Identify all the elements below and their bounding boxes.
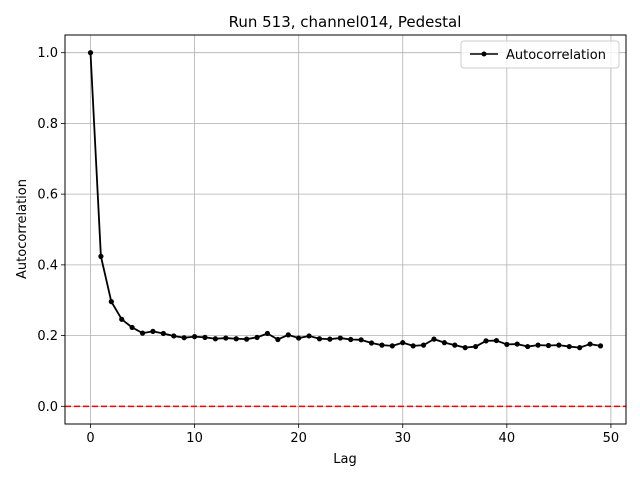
- data-point: [535, 342, 541, 348]
- data-point: [545, 342, 552, 349]
- data-point: [358, 337, 364, 343]
- legend-label: Autocorrelation: [506, 48, 606, 63]
- x-tick-label: 20: [290, 431, 307, 446]
- data-point: [150, 328, 156, 334]
- x-tick-label: 0: [86, 431, 94, 446]
- data-point: [316, 336, 323, 342]
- data-point: [493, 337, 500, 344]
- data-point: [108, 299, 114, 305]
- data-point: [264, 330, 271, 337]
- legend-box: [460, 40, 620, 69]
- data-point: [160, 330, 166, 337]
- data-point: [410, 343, 416, 349]
- data-point: [452, 342, 458, 348]
- data-point: [504, 341, 510, 348]
- y-tick-label: 0.0: [37, 400, 58, 415]
- chart-title: Run 513, channel014, Pedestal: [229, 13, 462, 31]
- data-point: [87, 50, 94, 56]
- y-tick-label: 0.8: [37, 117, 58, 132]
- data-point: [285, 332, 291, 338]
- data-point: [275, 336, 281, 343]
- data-point: [597, 343, 604, 349]
- data-point: [129, 324, 135, 331]
- legend: Autocorrelation: [460, 40, 620, 69]
- x-tick-label: 30: [394, 431, 411, 446]
- data-point: [202, 334, 208, 340]
- data-point: [525, 343, 531, 350]
- series-layer: [87, 50, 604, 351]
- data-point: [587, 341, 593, 347]
- data-point: [191, 334, 198, 340]
- data-point: [400, 340, 406, 346]
- data-point: [577, 345, 583, 351]
- data-point: [306, 333, 312, 339]
- data-point: [431, 336, 437, 342]
- legend-marker-icon: [481, 51, 487, 57]
- data-point: [244, 336, 250, 342]
- data-point: [181, 335, 187, 341]
- x-tick-label: 10: [186, 431, 203, 446]
- y-tick-label: 0.2: [37, 329, 58, 344]
- y-tick-label: 0.6: [37, 188, 58, 203]
- data-point: [556, 342, 562, 348]
- data-point: [171, 333, 177, 339]
- data-point: [379, 342, 385, 348]
- axis-ticks: 0 10 20 30 40 50 0.0 0.2 0.4 0.6 0.8 1.0: [37, 46, 619, 446]
- data-point: [368, 340, 375, 346]
- y-axis-label: Autocorrelation: [15, 179, 30, 279]
- data-point: [420, 342, 427, 348]
- x-tick-label: 40: [499, 431, 516, 446]
- data-point: [233, 336, 239, 342]
- plot-frame: [64, 34, 627, 425]
- x-axis-label: Lag: [333, 452, 356, 467]
- data-point: [327, 336, 333, 342]
- data-point: [348, 336, 354, 343]
- data-point: [254, 334, 260, 340]
- data-point: [389, 343, 395, 349]
- data-point: [462, 345, 468, 351]
- data-point: [441, 340, 447, 346]
- data-point: [337, 335, 343, 341]
- data-point: [223, 335, 229, 341]
- data-point: [473, 343, 479, 350]
- data-point: [212, 336, 218, 342]
- data-point: [483, 338, 489, 344]
- data-point: [296, 335, 302, 341]
- data-point: [98, 253, 104, 259]
- data-point: [566, 343, 572, 350]
- y-tick-label: 0.4: [37, 258, 58, 273]
- data-point: [119, 316, 125, 322]
- data-point: [514, 341, 520, 347]
- x-tick-label: 50: [603, 431, 620, 446]
- data-point: [139, 330, 146, 336]
- y-tick-label: 1.0: [37, 46, 58, 61]
